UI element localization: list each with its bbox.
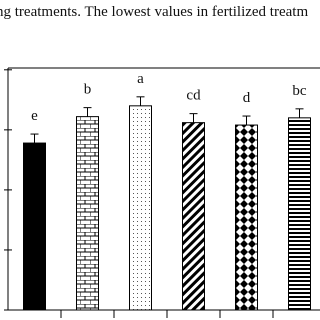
significance-letter: e xyxy=(31,108,38,124)
significance-letter: a xyxy=(137,71,144,87)
bar xyxy=(76,116,99,311)
significance-letter: b xyxy=(84,82,92,98)
bar xyxy=(129,105,152,311)
significance-letter: bc xyxy=(292,83,307,99)
bar xyxy=(288,117,311,311)
bar xyxy=(23,142,46,311)
bar xyxy=(182,122,205,311)
caption: ng treatments. The lowest values in fert… xyxy=(0,4,308,20)
significance-letter: cd xyxy=(186,88,201,104)
bar xyxy=(235,124,258,311)
significance-letter: d xyxy=(243,90,251,106)
